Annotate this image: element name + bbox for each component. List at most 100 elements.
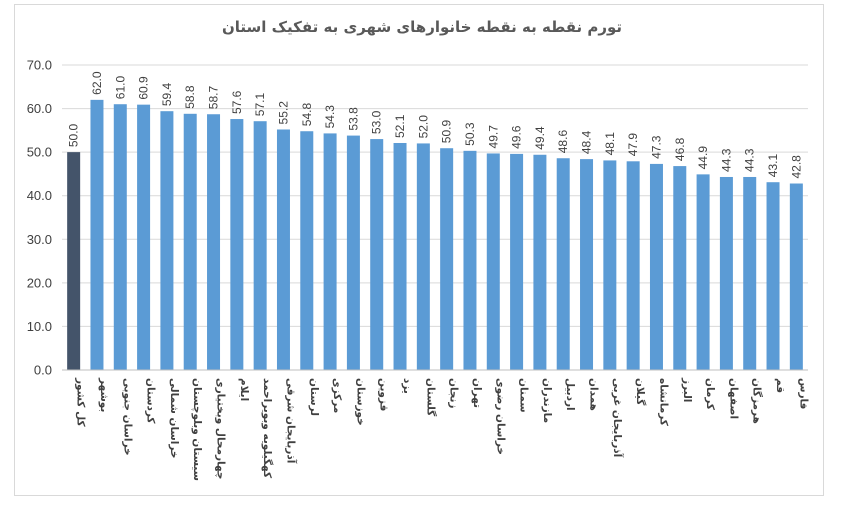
x-tick-label: خراسان رضوی (494, 378, 506, 455)
x-tick-label: اصفهان (727, 378, 739, 419)
data-label: 55.2 (276, 101, 290, 125)
data-label: 50.9 (440, 120, 454, 144)
bar (113, 104, 127, 370)
bar (626, 161, 640, 370)
data-label: 44.3 (743, 148, 757, 172)
x-tick-label: کرمان (704, 378, 716, 411)
y-tick-label: 0.0 (34, 363, 52, 378)
bar (766, 182, 780, 370)
data-label: 49.6 (510, 125, 524, 149)
bars (67, 99, 803, 371)
y-axis: 0.0 10.0 20.0 30.0 40.0 50.0 60.0 70.0 (27, 58, 52, 378)
x-tick-label: فارس (797, 378, 809, 409)
bar (510, 153, 524, 370)
data-label: 47.3 (649, 135, 663, 159)
y-tick-label: 60.0 (27, 101, 52, 116)
x-tick-label: گیلان (634, 378, 647, 406)
x-tick-label: خراسان شمالی (168, 378, 180, 458)
data-label: 54.3 (323, 105, 337, 129)
x-axis: کل کشور بوشهر خراسان جنوبی کردستان خراسان شم… (62, 369, 809, 481)
bar (556, 158, 570, 370)
data-label: 52.0 (416, 115, 430, 139)
x-tick-label: یزد (401, 378, 413, 394)
x-tick-label: سیستان وبلوچستان (191, 378, 203, 481)
data-labels: 50.0 62.0 61.0 60.9 59.4 58.8 58.7 57.6 57.1 55.2… (67, 71, 804, 178)
data-label: 46.8 (673, 137, 687, 161)
bar (789, 183, 803, 370)
x-tick-label: خوزستان (354, 378, 366, 426)
bar (743, 176, 757, 370)
bar (67, 152, 81, 370)
data-label: 44.9 (696, 146, 710, 170)
bar (323, 133, 337, 370)
data-label: 60.9 (137, 76, 151, 100)
bar (300, 131, 314, 370)
bar (230, 119, 244, 371)
x-tick-label: قزوین (378, 378, 390, 411)
y-tick-label: 70.0 (27, 58, 52, 73)
data-label: 53.0 (370, 110, 384, 134)
data-label: 48.6 (556, 130, 570, 154)
bar (416, 143, 430, 370)
x-tick-label: اردبیل (564, 378, 576, 411)
bar (463, 150, 477, 370)
y-tick-label: 20.0 (27, 275, 52, 290)
data-label: 48.4 (580, 130, 594, 154)
bar (207, 114, 221, 370)
x-tick-label: هرمزگان (751, 378, 764, 424)
y-tick-label: 10.0 (27, 319, 52, 334)
bar (137, 104, 151, 371)
x-tick-label: کرمانشاه (657, 378, 669, 427)
x-tick-label: کل کشور (75, 377, 87, 427)
x-tick-label: همدان (588, 378, 600, 411)
x-tick-label: مرکزی (331, 378, 343, 413)
x-tick-label: سمنان (518, 378, 530, 413)
data-label: 62.0 (90, 71, 104, 95)
x-tick-label: زنجان (448, 378, 460, 408)
data-label: 48.1 (603, 132, 617, 156)
data-label: 58.7 (207, 86, 221, 110)
chart-title: تورم نقطه به نقطه خانوارهای شهری به تفکی… (222, 18, 622, 36)
data-label: 58.8 (183, 85, 197, 109)
x-tick-label: مازندران (541, 378, 553, 423)
x-tick-label: تهران (471, 378, 483, 408)
gridlines (62, 64, 808, 371)
bar (440, 148, 454, 370)
data-label: 57.6 (230, 90, 244, 114)
data-label: 50.3 (463, 122, 477, 146)
data-label: 57.1 (253, 93, 267, 117)
bar (719, 176, 733, 370)
bar (370, 139, 384, 370)
y-tick-label: 30.0 (27, 232, 52, 247)
bar (649, 163, 663, 370)
bar (696, 174, 710, 370)
data-label: 53.8 (346, 107, 360, 131)
x-tick-label: چهارمحال وبختیاری (215, 378, 227, 479)
data-label: 43.1 (766, 154, 780, 178)
x-tick-label: لرستان (308, 378, 320, 416)
bar (486, 153, 500, 370)
bar (393, 142, 407, 370)
y-tick-label: 40.0 (27, 188, 52, 203)
x-tick-label: گلستان (424, 378, 437, 417)
bar (90, 99, 104, 370)
data-label: 49.7 (486, 125, 500, 149)
data-label: 61.0 (113, 76, 127, 100)
x-tick-label: کهگیلویه وبویراحمد (261, 378, 274, 479)
bar (673, 166, 687, 370)
x-tick-label: خراسان جنوبی (121, 378, 133, 456)
x-tick-label: البرز (681, 377, 693, 402)
x-tick-label: ایلام (238, 378, 250, 401)
x-tick-label: بوشهر (98, 377, 110, 412)
bar (603, 160, 617, 370)
y-tick-label: 50.0 (27, 145, 52, 160)
data-label: 59.4 (160, 83, 174, 107)
x-tick-label: کردستان (145, 378, 157, 424)
data-label: 44.3 (719, 148, 733, 172)
data-label: 50.0 (67, 123, 81, 147)
data-label: 54.8 (300, 103, 314, 127)
x-tick-label: قم (774, 378, 786, 393)
bar (533, 154, 547, 370)
data-label: 47.9 (626, 133, 640, 157)
